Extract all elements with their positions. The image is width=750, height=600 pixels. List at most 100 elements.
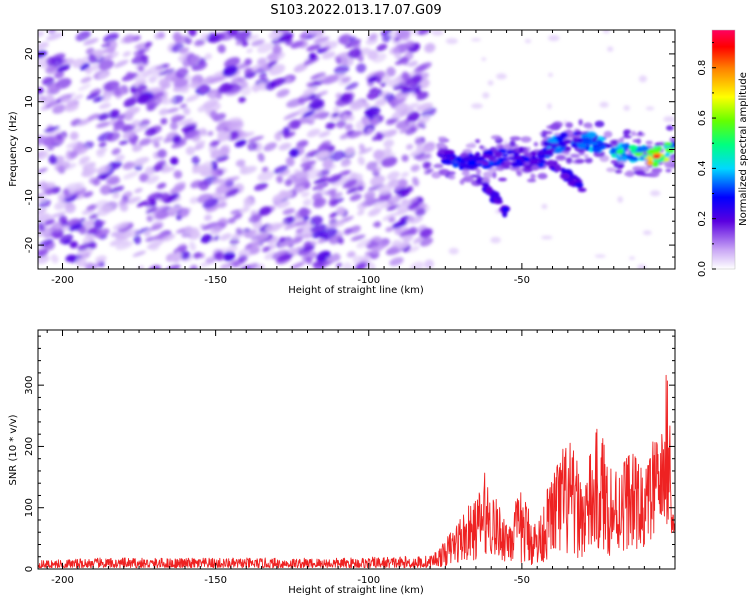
noise-blob — [194, 39, 206, 47]
signal-core — [616, 157, 623, 162]
noise-blob — [191, 155, 200, 165]
noise-blob — [83, 38, 99, 46]
signal-core — [524, 156, 530, 162]
noise-blob — [43, 135, 59, 147]
noise-blob — [272, 221, 287, 230]
noise-blob — [326, 255, 339, 262]
noise-blob — [185, 94, 200, 103]
noise-blob — [241, 40, 249, 47]
noise-blob — [95, 172, 111, 181]
noise-blob — [217, 132, 231, 142]
noise-blob — [251, 64, 266, 74]
noise-blob — [305, 81, 313, 88]
noise-blob — [244, 67, 253, 75]
noise-blob — [216, 83, 234, 94]
noise-blob — [38, 87, 44, 95]
y-tick-label: -20 — [24, 237, 35, 253]
noise-blob — [407, 215, 414, 222]
colorbar-gradient — [712, 30, 735, 269]
noise-blob — [175, 67, 189, 79]
colorbar: 0.0 0.2 0.4 0.6 0.8 Normalized spectral ampl… — [697, 29, 749, 277]
colorbar-ticks: 0.0 0.2 0.4 0.6 0.8 — [697, 42, 716, 277]
noise-blob — [370, 245, 380, 255]
noise-blob — [335, 220, 345, 227]
noise-blob — [410, 164, 420, 172]
noise-blob — [38, 150, 49, 160]
noise-blob — [80, 76, 92, 84]
noise-blob — [219, 146, 230, 156]
noise-blob — [409, 203, 428, 212]
signal-halo — [438, 169, 450, 176]
noise-blob — [347, 114, 355, 122]
noise-blob — [417, 115, 431, 125]
noise-blob — [38, 249, 49, 258]
signal-core — [570, 142, 578, 148]
noise-blob — [431, 30, 444, 36]
noise-blob — [93, 220, 106, 227]
signal-core — [529, 159, 539, 165]
noise-blob — [132, 250, 147, 257]
noise-blob — [274, 132, 282, 141]
y-tick-label: 0 — [24, 566, 35, 572]
signal-core — [515, 161, 524, 167]
noise-blob — [106, 131, 121, 142]
signal-core — [559, 132, 569, 139]
signal-halo — [537, 172, 548, 180]
noise-blob — [329, 150, 346, 162]
signal-core — [547, 137, 557, 143]
noise-blob — [202, 198, 219, 209]
signal-core — [642, 154, 648, 158]
noise-blob — [132, 125, 148, 134]
colorbar-label: Normalized spectral amplitude — [738, 72, 749, 226]
noise-blob — [38, 213, 51, 223]
noise-blob — [401, 154, 409, 162]
noise-blob — [88, 213, 99, 220]
noise-blob — [257, 152, 265, 163]
noise-blob — [333, 106, 340, 112]
signal-core — [646, 160, 653, 166]
noise-blob — [290, 261, 306, 269]
signal-core — [531, 165, 540, 171]
signal-halo — [584, 154, 589, 159]
noise-blob — [342, 179, 358, 189]
noise-blob — [103, 51, 119, 61]
noise-blob — [47, 144, 55, 151]
noise-blob — [239, 164, 248, 174]
noise-blob — [213, 235, 220, 241]
signal-tail — [553, 160, 558, 166]
noise-blob — [414, 136, 423, 147]
noise-blob — [490, 236, 501, 244]
noise-blob — [152, 205, 169, 214]
noise-blob — [210, 140, 219, 148]
noise-blob — [43, 126, 60, 133]
noise-blob — [385, 226, 394, 232]
x-tick-label: -100 — [357, 575, 380, 586]
noise-blob — [123, 171, 139, 180]
noise-blob — [358, 147, 373, 155]
noise-blob — [345, 82, 359, 91]
noise-blob — [386, 66, 396, 77]
noise-blob — [274, 32, 282, 38]
noise-blob — [388, 216, 396, 223]
noise-blob — [188, 30, 197, 37]
noise-blob — [325, 122, 336, 130]
noise-blob — [372, 221, 380, 227]
snr-ylabel: SNR (10 * v/v) — [8, 414, 19, 485]
noise-blob — [298, 96, 306, 106]
noise-blob — [227, 30, 240, 37]
noise-blob — [208, 75, 226, 84]
noise-blob — [138, 119, 151, 128]
noise-blob — [380, 153, 396, 160]
noise-blob — [294, 232, 303, 238]
signal-tail — [570, 181, 576, 186]
signal-core — [518, 146, 524, 154]
noise-blob — [160, 117, 168, 125]
noise-blob — [313, 36, 330, 44]
noise-blob — [200, 234, 213, 244]
noise-blob — [382, 212, 397, 221]
signal-core — [652, 160, 659, 168]
noise-blob — [335, 263, 343, 268]
noise-blob — [380, 82, 387, 87]
noise-blob — [373, 200, 387, 208]
noise-blob — [132, 144, 143, 152]
